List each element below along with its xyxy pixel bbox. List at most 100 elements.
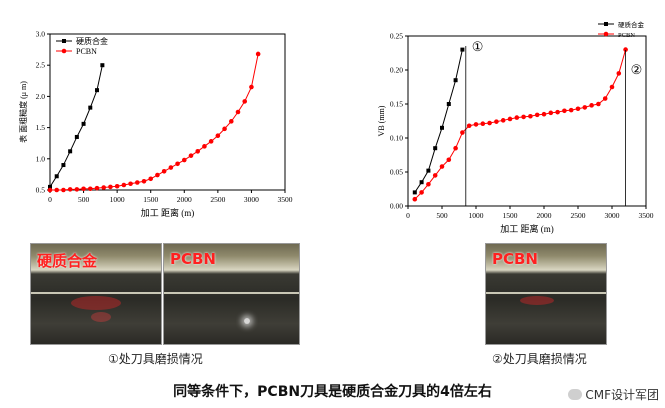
data-point-carbide <box>453 78 458 83</box>
data-point-pcbn <box>528 113 533 119</box>
data-point-pcbn <box>175 161 180 167</box>
data-point-pcbn <box>562 108 567 114</box>
data-point-pcbn <box>188 153 194 158</box>
y-tick-label: 0.20 <box>390 66 403 75</box>
y-tick-label: 0.25 <box>390 32 403 41</box>
x-axis-label: 加工 距离 (m) <box>500 223 554 234</box>
series-line-pcbn <box>50 53 259 191</box>
data-point-pcbn <box>141 178 147 184</box>
data-point-pcbn <box>128 181 133 187</box>
legend-label: PCBN <box>76 47 97 56</box>
data-point-pcbn <box>54 187 60 193</box>
y-tick-label: 2.0 <box>36 92 46 101</box>
data-point-pcbn <box>473 122 479 127</box>
data-point-pcbn <box>439 164 445 169</box>
y-tick-label: 3.0 <box>36 30 46 39</box>
data-point-pcbn <box>602 96 608 101</box>
data-point-carbide <box>440 125 444 130</box>
data-point-pcbn <box>134 180 140 185</box>
x-tick-label: 3500 <box>278 195 293 204</box>
y-tick-label: 1.0 <box>36 154 46 163</box>
data-point-pcbn <box>616 71 622 76</box>
data-point-carbide <box>54 174 59 179</box>
data-point-carbide <box>61 163 66 168</box>
data-point-pcbn <box>195 149 201 154</box>
data-point-pcbn <box>101 185 107 190</box>
x-tick-label: 0 <box>48 195 52 204</box>
y-tick-label: 0.05 <box>390 168 403 177</box>
y-axis-label: 表 面粗糙度 (μ m) <box>18 81 28 143</box>
data-point-carbide <box>95 88 99 93</box>
x-tick-label: 2000 <box>537 211 552 220</box>
data-point-pcbn <box>148 176 154 182</box>
data-point-pcbn <box>87 186 93 192</box>
data-point-pcbn <box>412 196 418 202</box>
x-tick-label: 1000 <box>110 195 125 204</box>
data-point-pcbn <box>155 172 160 178</box>
x-axis-label: 加工 距离 (m) <box>141 207 195 218</box>
data-point-pcbn <box>168 165 174 170</box>
data-point-carbide <box>412 190 417 195</box>
plot-frame <box>49 33 286 191</box>
y-axis-label: VB (mm) <box>377 105 386 136</box>
data-point-carbide <box>433 146 438 151</box>
data-point-pcbn <box>94 185 100 191</box>
data-point-pcbn <box>47 187 53 193</box>
data-point-pcbn <box>121 182 127 188</box>
data-point-pcbn <box>242 99 248 104</box>
x-tick-label: 2500 <box>571 211 586 220</box>
data-point-pcbn <box>521 114 526 120</box>
x-tick-label: 2000 <box>177 195 192 204</box>
data-point-pcbn <box>534 112 540 118</box>
x-tick-label: 500 <box>78 195 90 204</box>
data-point-pcbn <box>432 173 438 178</box>
legend-marker <box>603 31 609 37</box>
data-point-pcbn <box>480 121 486 127</box>
data-point-pcbn <box>589 103 594 108</box>
y-tick-label: 0.15 <box>390 100 403 109</box>
photo-pcbn-tool-1: PCBN <box>163 243 300 345</box>
data-point-carbide <box>419 180 424 185</box>
x-tick-label: 1000 <box>469 211 484 220</box>
x-tick-label: 1500 <box>503 211 518 220</box>
data-point-pcbn <box>61 187 66 193</box>
chat-bubble-icon <box>568 389 583 400</box>
x-tick-label: 3500 <box>639 211 654 220</box>
legend-label: 硬质合金 <box>618 20 645 29</box>
data-point-pcbn <box>596 101 601 107</box>
caption-left: ①处刀具磨损情况 <box>108 352 203 366</box>
legend-label: 硬质合金 <box>76 36 108 46</box>
y-tick-label: 0.00 <box>390 202 403 211</box>
x-tick-label: 3000 <box>244 195 259 204</box>
data-point-pcbn <box>609 84 615 90</box>
data-point-carbide <box>81 121 86 126</box>
data-point-pcbn <box>426 181 431 187</box>
data-point-pcbn <box>249 84 254 90</box>
series-line-carbide <box>49 65 103 188</box>
legend-label: PCBN <box>618 32 635 39</box>
brand-watermark: CMF设计军团 <box>568 386 659 403</box>
data-point-pcbn <box>500 118 506 123</box>
data-point-pcbn <box>446 157 452 163</box>
series-line-pcbn <box>414 49 627 200</box>
data-point-pcbn <box>419 190 424 195</box>
data-point-pcbn <box>507 116 513 122</box>
legend-marker <box>604 22 608 26</box>
data-point-pcbn <box>541 111 547 117</box>
data-point-pcbn <box>494 119 499 124</box>
legend-marker <box>61 48 67 54</box>
x-tick-label: 3000 <box>605 211 620 220</box>
data-point-pcbn <box>235 109 241 115</box>
data-point-pcbn <box>208 139 214 144</box>
data-point-pcbn <box>460 130 465 135</box>
surface-roughness-chart: 0 500 1000 1500 2000 2500 3000 3500 0.5 1.0 1.5 2.0… <box>18 30 293 219</box>
data-point-carbide <box>100 63 105 68</box>
caption-right: ②处刀具磨损情况 <box>492 352 587 366</box>
x-tick-label: 2500 <box>210 195 225 204</box>
data-point-pcbn <box>114 183 120 189</box>
data-point-pcbn <box>575 106 581 112</box>
data-point-pcbn <box>487 120 492 126</box>
legend-marker <box>62 39 66 43</box>
data-point-pcbn <box>108 184 113 190</box>
data-point-pcbn <box>623 47 628 52</box>
